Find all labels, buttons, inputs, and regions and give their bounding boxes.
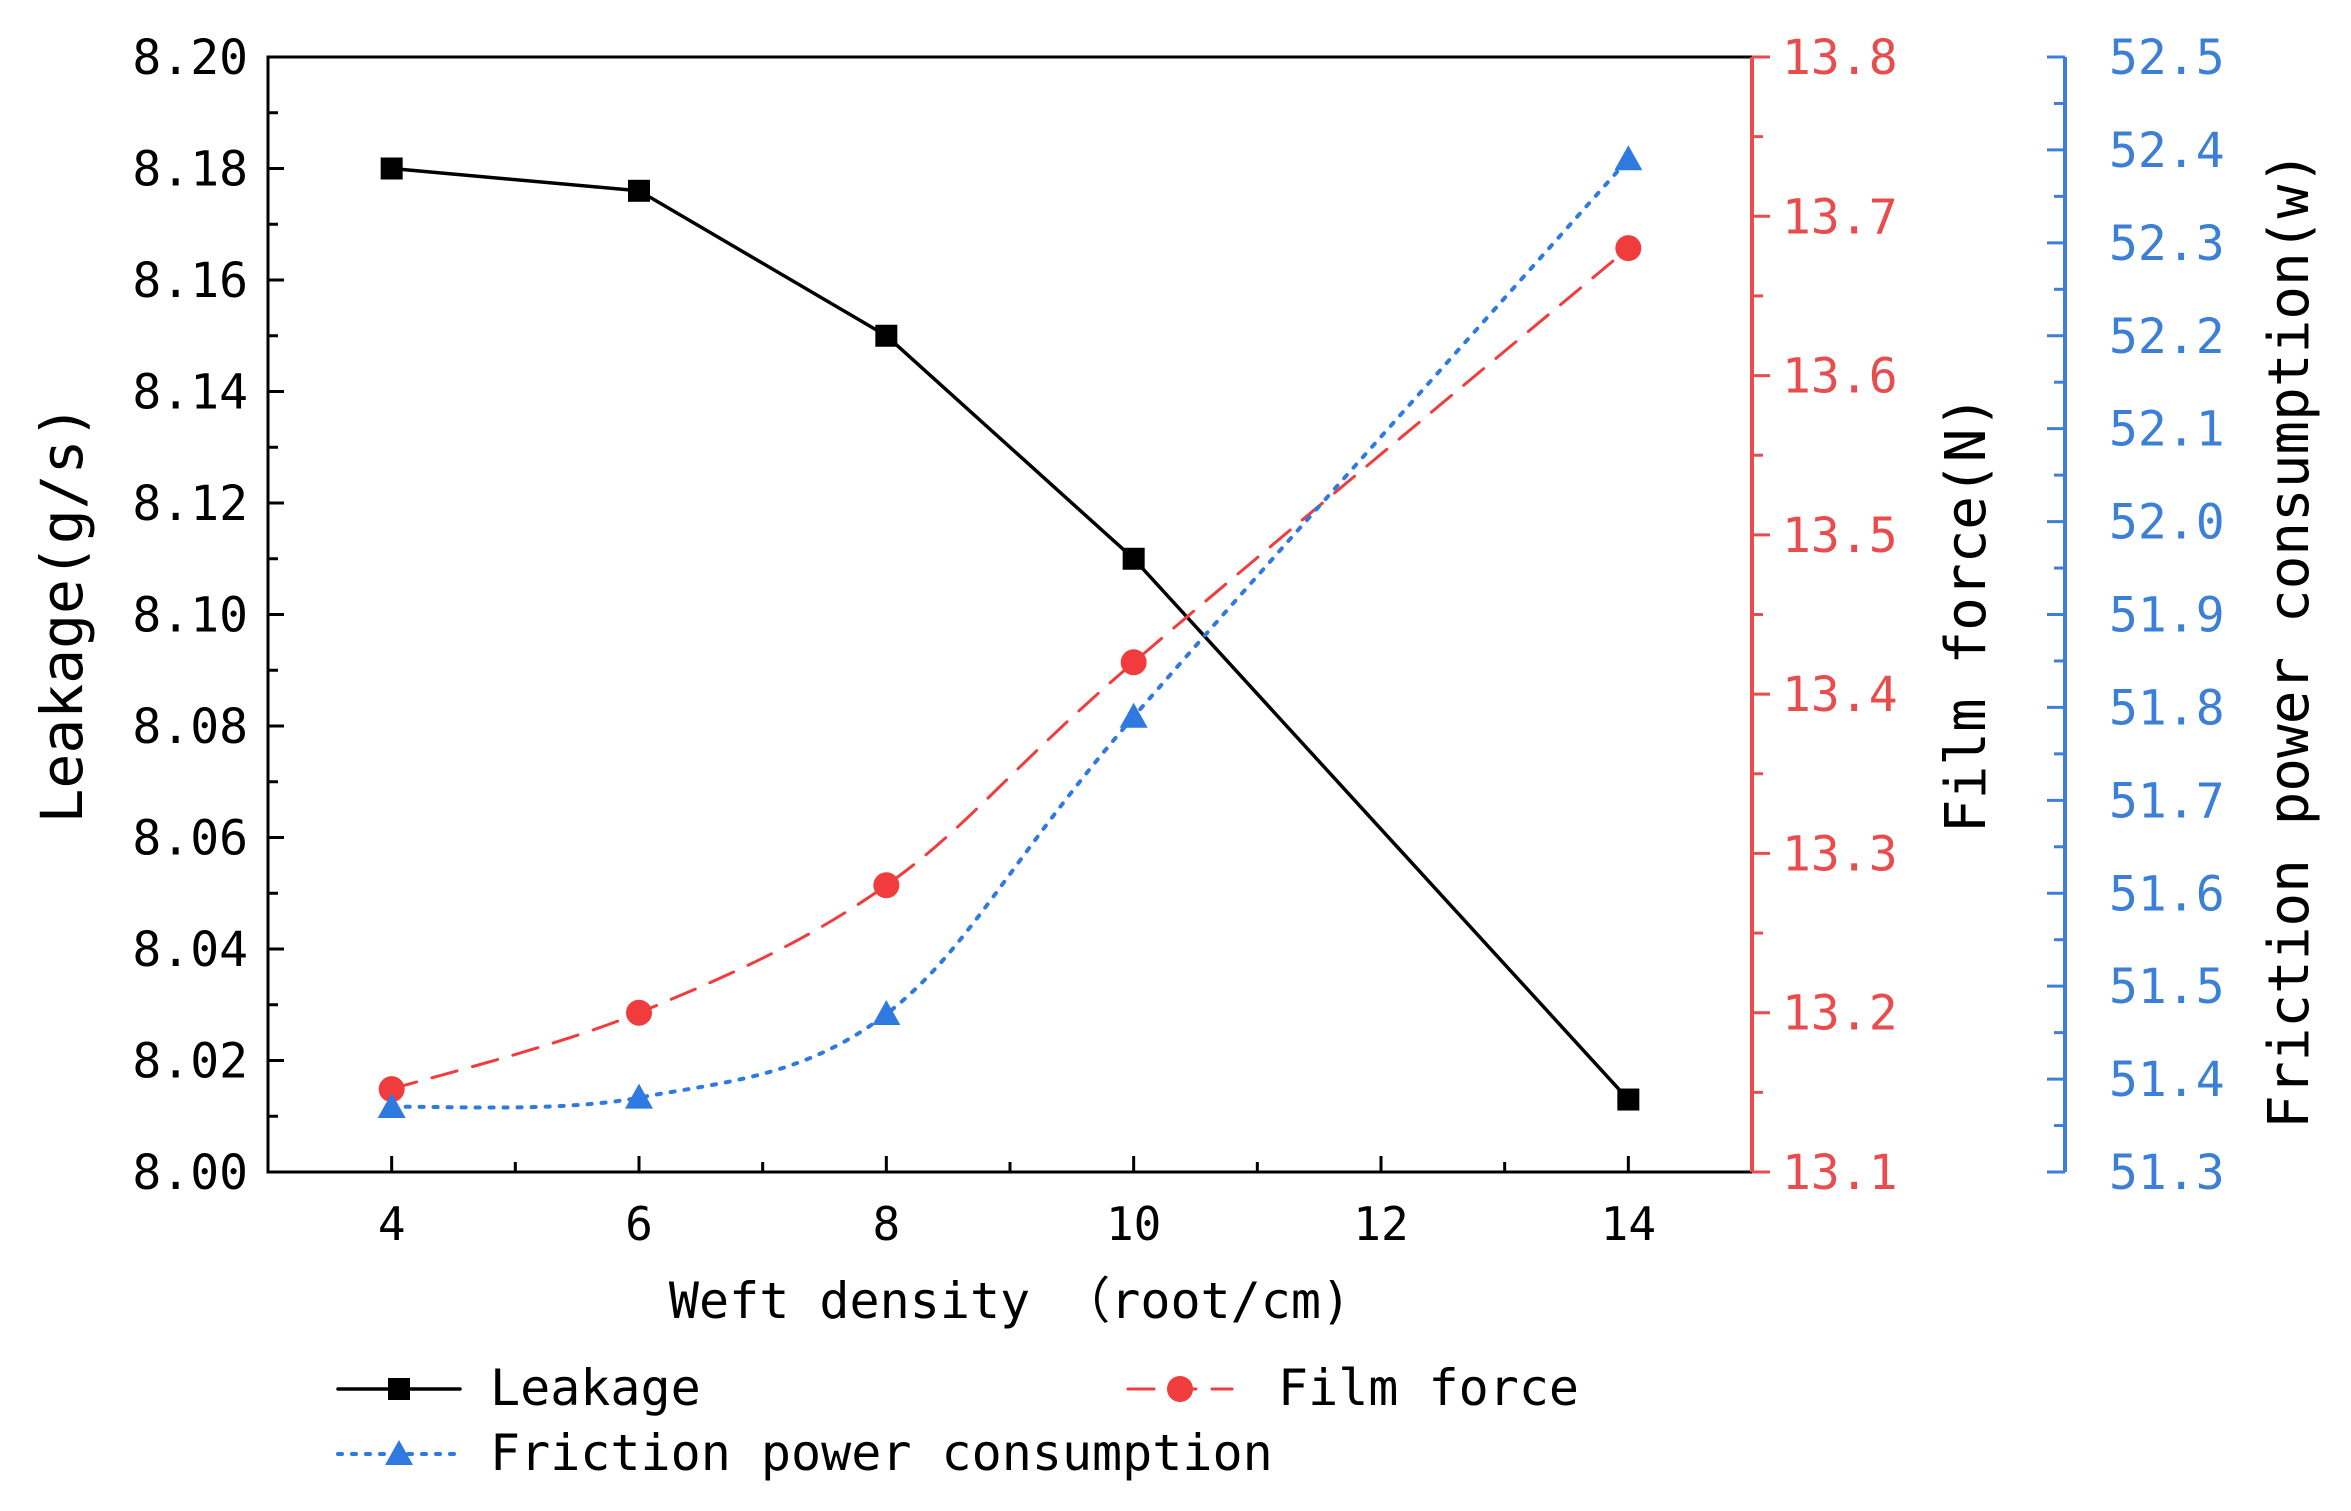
left-tick-label: 8.04 — [132, 922, 248, 978]
data-point-film-force — [626, 999, 652, 1026]
legend-label: Film force — [1278, 1359, 1579, 1417]
data-point-film-force — [378, 1076, 405, 1103]
left-tick-label: 8.14 — [132, 365, 248, 421]
data-point-leakage — [380, 157, 403, 180]
series-line-friction-power-consumption — [389, 157, 1631, 1110]
right2-y-axis-title: Friction power consumption(w) — [2257, 151, 2322, 1129]
left-tick-label: 8.12 — [132, 476, 248, 532]
data-point-friction-power-consumption — [1614, 145, 1643, 171]
right2-tick-label: 52.4 — [2109, 123, 2225, 179]
data-point-leakage — [1122, 547, 1145, 570]
data-point-friction-power-consumption — [625, 1083, 653, 1109]
right2-tick-label: 52.1 — [2109, 402, 2225, 458]
data-point-leakage — [628, 179, 650, 202]
data-point-friction-power-consumption — [872, 1000, 901, 1026]
right-tick-label: 13.3 — [1782, 826, 1898, 882]
plot-frame — [266, 55, 1754, 1174]
right-y-axis-title: Film force(N) — [1934, 395, 1999, 833]
right2-tick-label: 51.8 — [2109, 680, 2225, 736]
legend-label: Leakage — [490, 1359, 701, 1417]
right2-tick-label: 52.0 — [2109, 495, 2225, 551]
x-tick-label: 8 — [872, 1197, 900, 1251]
x-tick-label: 14 — [1601, 1197, 1656, 1251]
left-tick-label: 8.06 — [132, 811, 248, 867]
right-tick-label: 13.2 — [1782, 986, 1898, 1042]
left-tick-label: 8.18 — [132, 142, 248, 198]
right2-tick-label: 51.9 — [2109, 588, 2225, 644]
legend-marker-leakage — [388, 1378, 410, 1400]
left-tick-label: 8.08 — [132, 699, 248, 755]
data-point-friction-power-consumption — [1119, 702, 1148, 728]
data-point-friction-power-consumption — [377, 1092, 406, 1118]
right2-tick-label: 51.7 — [2109, 773, 2225, 829]
right2-tick-label: 51.3 — [2109, 1145, 2225, 1201]
data-point-leakage — [1617, 1088, 1640, 1111]
legend-marker-film-force — [1167, 1376, 1193, 1402]
right-tick-label: 13.8 — [1782, 30, 1898, 86]
data-point-film-force — [1120, 649, 1147, 676]
left-tick-label: 8.10 — [132, 588, 248, 644]
right2-tick-label: 52.5 — [2109, 30, 2225, 86]
x-tick-label: 12 — [1353, 1197, 1408, 1251]
left-tick-label: 8.20 — [132, 30, 248, 86]
right-tick-label: 13.5 — [1782, 508, 1898, 564]
right2-tick-label: 52.3 — [2109, 216, 2225, 272]
right2-tick-label: 52.2 — [2109, 309, 2225, 365]
data-point-film-force — [1615, 235, 1642, 262]
data-point-leakage — [875, 324, 898, 347]
left-tick-label: 8.00 — [132, 1145, 248, 1201]
series-line-film-force — [390, 246, 1630, 1091]
right-tick-label: 13.7 — [1782, 189, 1898, 245]
data-point-film-force — [873, 872, 900, 899]
x-tick-label: 4 — [378, 1197, 406, 1251]
left-tick-label: 8.02 — [132, 1034, 248, 1090]
right2-tick-label: 51.5 — [2109, 959, 2225, 1015]
left-tick-label: 8.16 — [132, 253, 248, 309]
x-tick-label: 6 — [625, 1197, 653, 1251]
series-line-leakage — [389, 166, 1631, 1102]
right-tick-label: 13.1 — [1782, 1145, 1898, 1201]
legend-label: Friction power consumption — [490, 1424, 1273, 1482]
right-tick-label: 13.6 — [1782, 349, 1898, 405]
left-y-axis-title: Leakage(g/s) — [28, 404, 96, 823]
legend-marker-friction-power-consumption — [385, 1440, 413, 1465]
right2-tick-label: 51.4 — [2109, 1052, 2225, 1108]
right2-tick-label: 51.6 — [2109, 866, 2225, 922]
right-tick-label: 13.4 — [1782, 667, 1898, 723]
x-tick-label: 10 — [1106, 1197, 1161, 1251]
x-axis-title: Weft density （root/cm) — [669, 1272, 1351, 1330]
